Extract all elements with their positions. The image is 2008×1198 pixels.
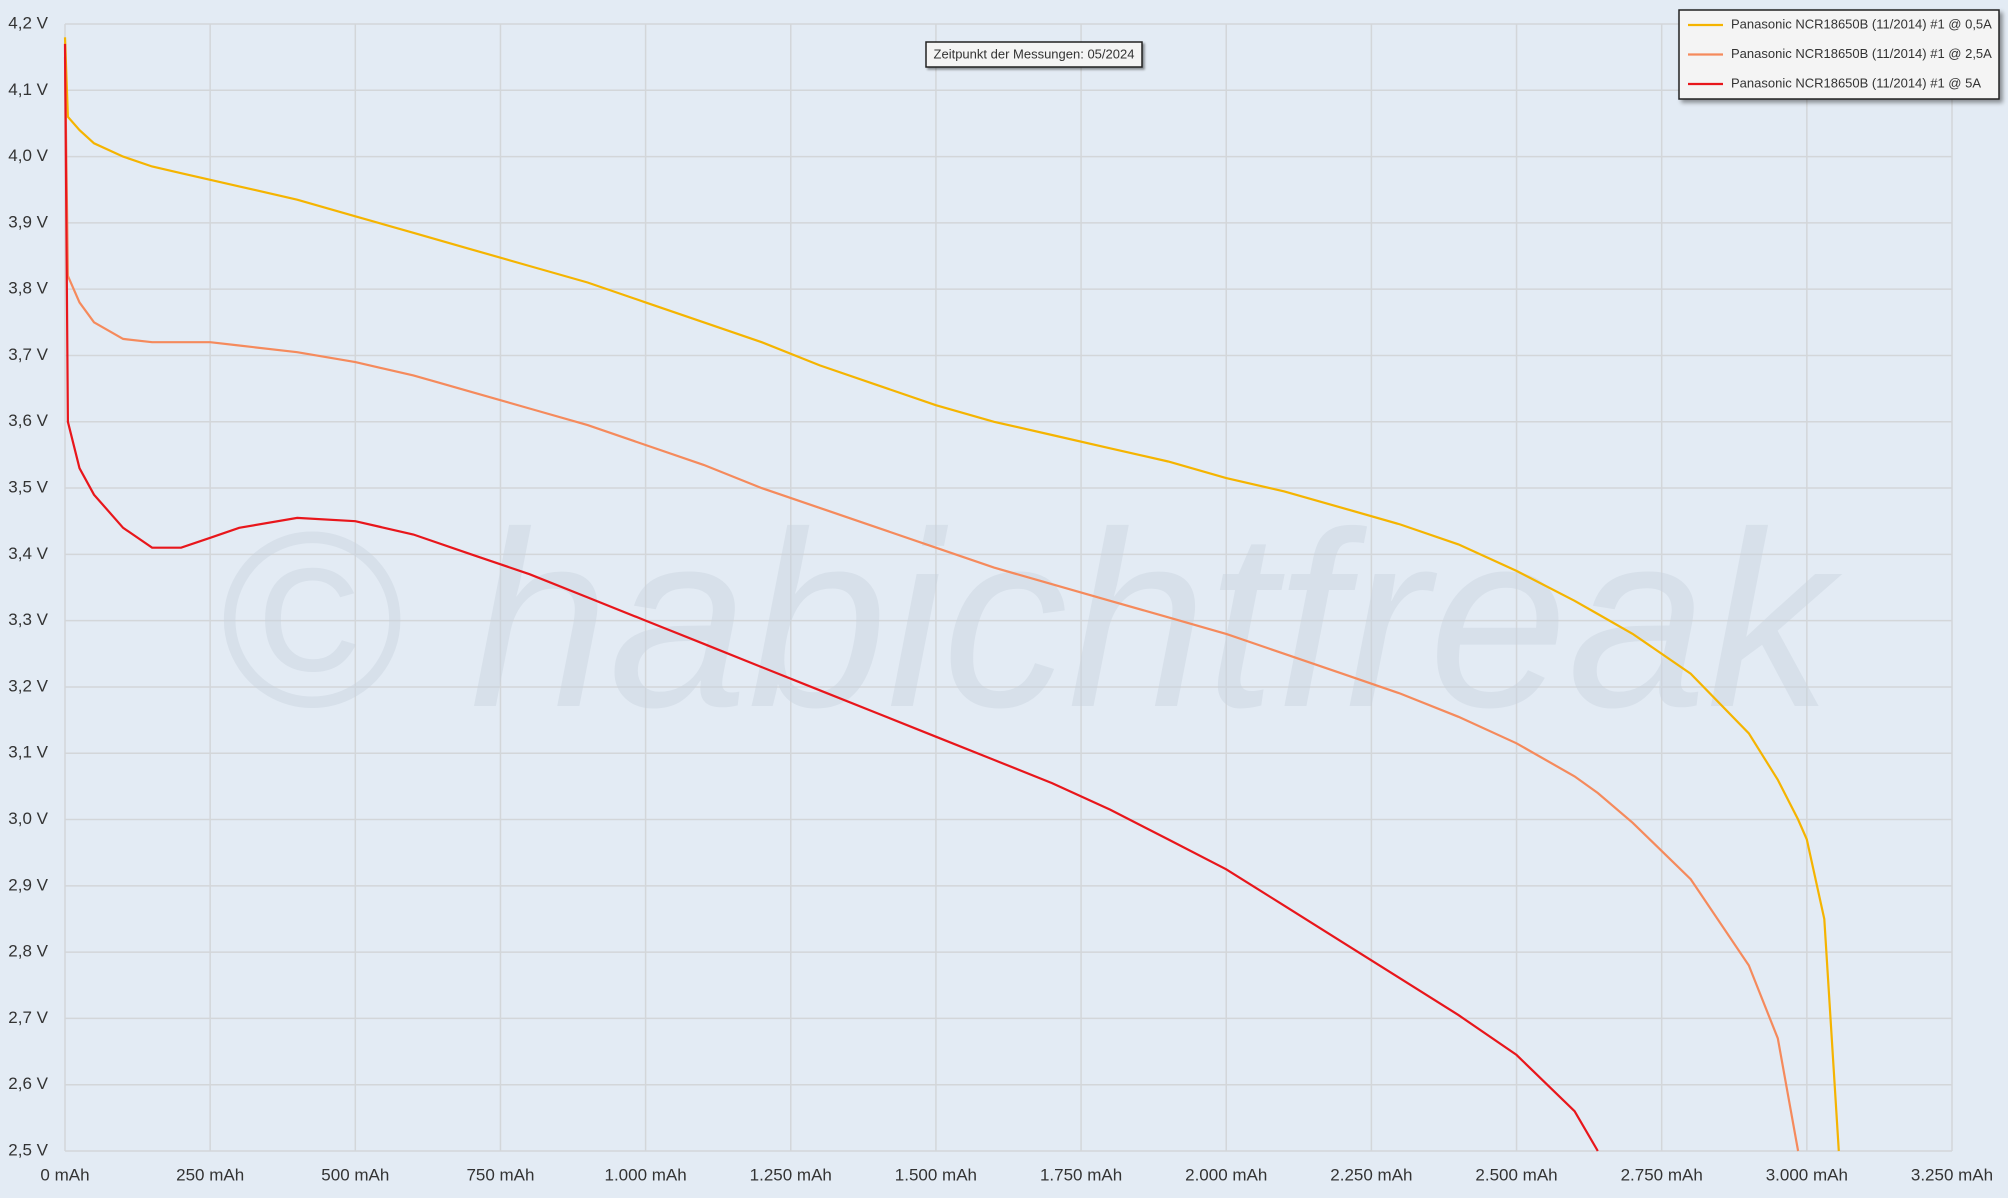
legend-box [1678,9,2000,100]
y-tick-label: 4,1 V [8,80,48,99]
x-tick-label: 2.500 mAh [1475,1165,1557,1184]
y-tick-label: 3,5 V [8,478,48,497]
x-tick-label: 3.250 mAh [1911,1165,1993,1184]
x-tick-label: 1.000 mAh [604,1165,686,1184]
y-tick-label: 3,6 V [8,411,48,430]
annotation: Zeitpunkt der Messungen: 05/2024 [934,46,1135,61]
x-tick-label: 500 mAh [321,1165,389,1184]
y-tick-label: 3,9 V [8,212,48,231]
legend-label: Panasonic NCR18650B (11/2014) #1 @ 0,5A [1731,16,1992,31]
annotation-box [925,41,1143,68]
x-tick-label: 750 mAh [466,1165,534,1184]
series-line [63,43,1599,1152]
x-tick-label: 1.750 mAh [1040,1165,1122,1184]
x-tick-label: 250 mAh [176,1165,244,1184]
legend-label: Panasonic NCR18650B (11/2014) #1 @ 5A [1731,75,1981,90]
grid: 2,5 V 2,6 V 2,7 V 2,8 V 2,9 V 3,0 V 3,1 V 3,2 V… [8,13,1993,1184]
y-tick-label: 3,1 V [8,743,48,762]
y-tick-label: 3,2 V [8,676,48,695]
series-line [63,37,1840,1152]
series-line [63,57,1800,1152]
y-tick-label: 4,0 V [8,146,48,165]
x-tick-label: 2.000 mAh [1185,1165,1267,1184]
x-tick-label: 2.750 mAh [1621,1165,1703,1184]
y-tick-label: 4,2 V [8,13,48,32]
y-tick-label: 2,8 V [8,942,48,961]
legend: Panasonic NCR18650B (11/2014) #1 @ 0,5A P… [1678,9,2000,100]
y-tick-label: 2,5 V [8,1140,48,1159]
y-tick-label: 3,7 V [8,345,48,364]
x-tick-label: 3.000 mAh [1766,1165,1848,1184]
y-tick-label: 3,8 V [8,279,48,298]
x-tick-label: 2.250 mAh [1330,1165,1412,1184]
y-tick-label: 3,3 V [8,610,48,629]
x-tick-label: 0 mAh [40,1165,89,1184]
y-tick-label: 3,0 V [8,809,48,828]
y-tick-label: 2,6 V [8,1074,48,1093]
x-tick-label: 1.250 mAh [750,1165,832,1184]
y-tick-label: 2,9 V [8,875,48,894]
lines [63,37,1840,1152]
y-tick-label: 2,7 V [8,1008,48,1027]
y-tick-label: 3,4 V [8,544,48,563]
watermark: © habichtfreak [216,480,1843,759]
x-tick-label: 1.500 mAh [895,1165,977,1184]
legend-label: Panasonic NCR18650B (11/2014) #1 @ 2,5A [1731,46,1992,61]
